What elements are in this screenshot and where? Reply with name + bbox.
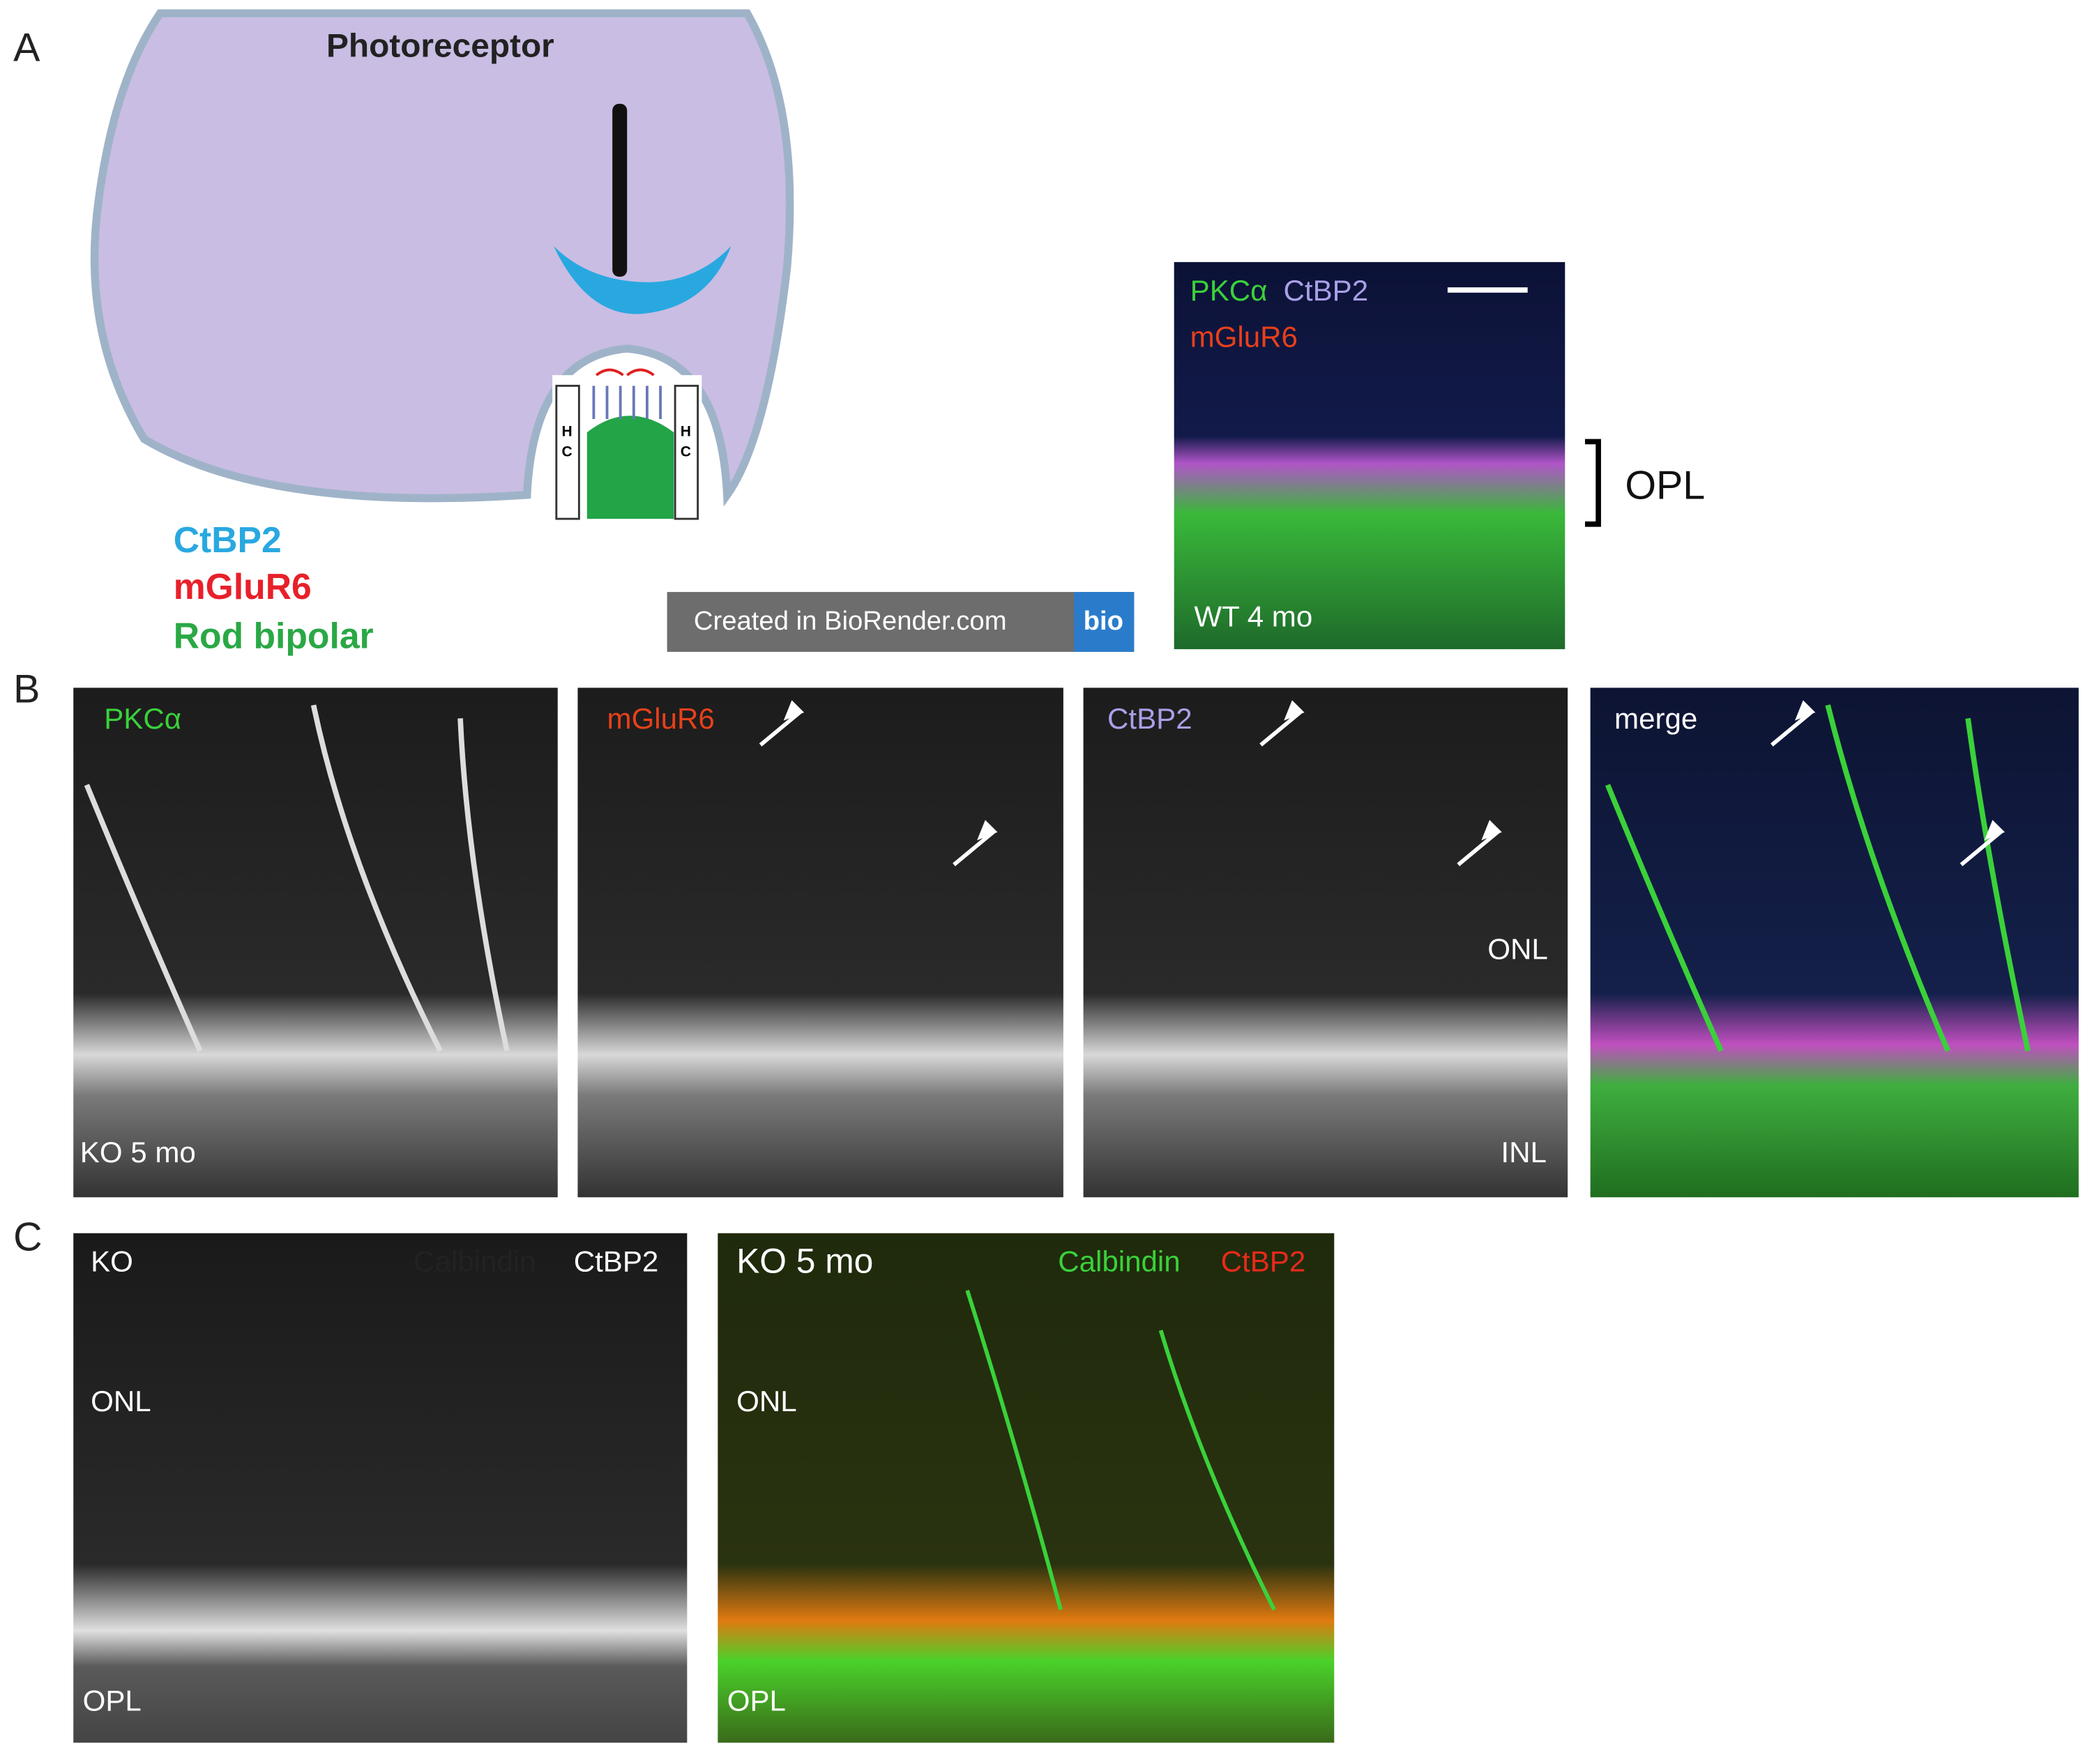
marker-label: merge	[1614, 702, 1697, 735]
marker-label: mGluR6	[607, 702, 715, 735]
horizontal-cell	[555, 384, 580, 520]
layer-label: OPL	[727, 1684, 786, 1717]
layer-label: ONL	[1487, 932, 1548, 965]
panel-label: C	[13, 1215, 42, 1259]
marker-label: Calbindin	[1058, 1245, 1180, 1278]
layer-label: ONL	[91, 1385, 151, 1417]
calbindin-processes	[965, 1289, 1276, 1611]
legend-entry: Rod bipolar	[174, 616, 374, 656]
arrows	[759, 700, 2006, 867]
badge	[667, 592, 1135, 652]
mglur6-receptors	[592, 386, 662, 420]
marker-label: Calbindin	[414, 1245, 536, 1278]
sample-label: KO 5 mo	[736, 1242, 873, 1281]
rod-bipolar-dendrite	[586, 416, 674, 519]
cell-title: Photoreceptor	[326, 27, 554, 64]
pkc-processes	[1605, 704, 2031, 1052]
ribbon	[612, 103, 628, 277]
micrograph	[577, 687, 1063, 1198]
bracket	[1584, 439, 1601, 527]
layer-label: ONL	[736, 1385, 797, 1417]
sample-label: WT 4 mo	[1194, 600, 1312, 632]
hc-letter: C	[681, 443, 691, 459]
layer-label: INL	[1501, 1136, 1546, 1169]
badge-text: Created in BioRender.com	[694, 606, 1007, 636]
layer-label: OPL	[1625, 463, 1705, 508]
glutamate	[596, 368, 655, 377]
marker-label: PKCα	[1190, 274, 1268, 307]
hc-letter: H	[562, 424, 573, 440]
marker-label: PKCα	[104, 702, 181, 735]
badge-logo: bio	[1084, 606, 1123, 636]
arciform-density	[554, 245, 732, 314]
micrograph	[73, 1233, 688, 1743]
panel-label: B	[13, 667, 40, 711]
legend-entry: CtBP2	[174, 519, 282, 560]
marker-label: CtBP2	[1284, 274, 1369, 307]
micrograph	[1174, 261, 1566, 650]
legend-entry: mGluR6	[174, 566, 312, 607]
marker-label: CtBP2	[1107, 702, 1192, 735]
hc-letter: C	[562, 443, 573, 459]
badge-logo-box	[1074, 592, 1135, 652]
panel-label: A	[13, 26, 40, 70]
layer-label: OPL	[83, 1684, 142, 1717]
sample-label: KO	[91, 1245, 133, 1278]
marker-label: CtBP2	[1221, 1245, 1306, 1278]
marker-label: CtBP2	[574, 1245, 659, 1278]
pkc-processes	[84, 704, 510, 1053]
marker-label: mGluR6	[1190, 321, 1298, 353]
micrograph	[1083, 687, 1568, 1198]
hc-letter: H	[681, 424, 691, 440]
horizontal-cell	[674, 384, 699, 520]
sample-label: KO 5 mo	[80, 1136, 196, 1169]
